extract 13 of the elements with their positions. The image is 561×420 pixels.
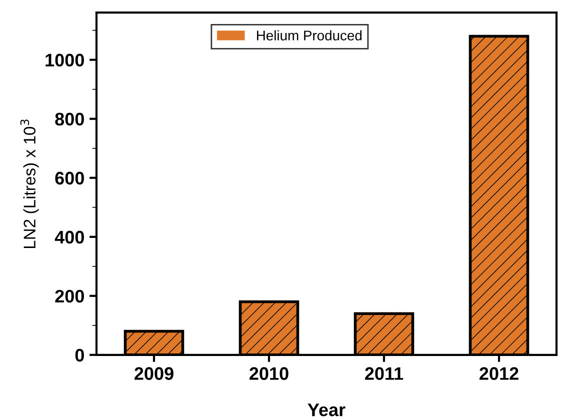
legend-label: Helium Produced bbox=[257, 30, 362, 40]
y-axis-title: LN2 (Litres) x 10$^{3}$ bbox=[20, 120, 39, 248]
y-tick-label: 0 bbox=[75, 348, 84, 362]
y-tick-label: 1000 bbox=[46, 54, 84, 67]
x-tick-label: 2012 bbox=[480, 367, 518, 380]
x-tick-label: 2009 bbox=[134, 367, 174, 380]
y-tick-label: 600 bbox=[55, 172, 84, 185]
y-tick-label: 800 bbox=[55, 112, 84, 126]
x-axis-title: Year bbox=[308, 404, 346, 416]
x-tick-label: 2010 bbox=[250, 367, 288, 380]
x-tick-label: 2011 bbox=[365, 367, 404, 380]
y-tick-label: 200 bbox=[55, 290, 84, 303]
y-tick-label: 400 bbox=[54, 230, 84, 244]
